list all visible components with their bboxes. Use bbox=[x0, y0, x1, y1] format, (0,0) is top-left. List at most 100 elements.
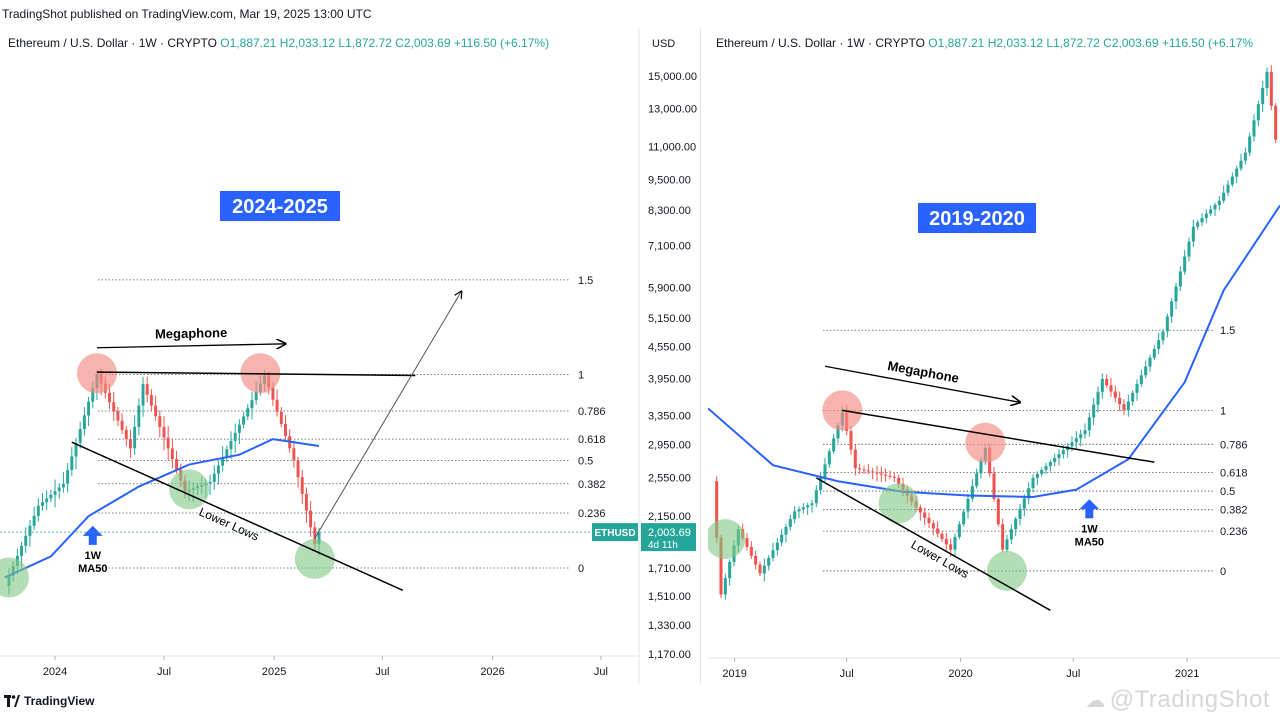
ohlc-header: Ethereum / U.S. Dollar · 1W · CRYPTO O1,… bbox=[716, 36, 1253, 50]
lower-lows-label: Lower Lows bbox=[197, 505, 261, 544]
lower-lows-label: Lower Lows bbox=[909, 537, 972, 581]
green-bottom-circle bbox=[0, 557, 29, 598]
candle-body bbox=[112, 402, 116, 412]
candle-body bbox=[897, 477, 901, 484]
symbol-tag: ETHUSD bbox=[594, 528, 635, 539]
chart-panel-2024-2025[interactable]: Ethereum / U.S. Dollar · 1W · CRYPTO O1,… bbox=[0, 28, 700, 684]
candle-body bbox=[966, 498, 970, 512]
y-tick-label: 3,350.00 bbox=[648, 411, 691, 423]
megaphone-arrow bbox=[96, 344, 286, 348]
close-value: C2,003.69 bbox=[1103, 36, 1159, 50]
candle-body bbox=[1161, 331, 1165, 341]
megaphone-label: Megaphone bbox=[155, 325, 228, 342]
candle-body bbox=[775, 542, 779, 551]
symbol-tag-bg bbox=[592, 523, 638, 542]
high-value: H2,033.12 bbox=[280, 36, 336, 50]
candle-body bbox=[170, 448, 174, 460]
candle-body bbox=[28, 525, 32, 536]
x-tick-label: 2019 bbox=[722, 668, 746, 680]
candle-body bbox=[175, 459, 179, 470]
projection-arrow bbox=[314, 291, 462, 539]
y-tick-label: 4,550.00 bbox=[648, 341, 691, 353]
candle-body bbox=[1217, 200, 1221, 205]
candle-body bbox=[810, 503, 814, 506]
green-bottom-circle bbox=[705, 519, 746, 560]
price-tag-bg bbox=[641, 523, 696, 552]
candle-body bbox=[250, 400, 254, 409]
candle-body bbox=[300, 477, 304, 494]
candle-body bbox=[1031, 477, 1035, 489]
candle-body bbox=[229, 441, 233, 450]
x-tick-label: Jul bbox=[1066, 668, 1080, 680]
candle-body bbox=[1126, 401, 1130, 411]
candle-body bbox=[1222, 192, 1226, 201]
candle-body bbox=[1018, 508, 1022, 519]
candle-body bbox=[1191, 226, 1195, 242]
lower-lows-trendline bbox=[815, 477, 1051, 611]
ohlc-header: Ethereum / U.S. Dollar · 1W · CRYPTO O1,… bbox=[8, 36, 549, 50]
chart-panel-2019-2020[interactable]: Ethereum / U.S. Dollar · 1W · CRYPTO O1,… bbox=[705, 28, 1280, 684]
red-top-circle bbox=[965, 422, 1006, 463]
candle-body bbox=[1087, 417, 1091, 431]
candle-body bbox=[1113, 391, 1117, 398]
candle-body bbox=[1183, 256, 1187, 272]
period-label-bg bbox=[918, 203, 1036, 233]
candle-body bbox=[237, 424, 241, 433]
candle-body bbox=[745, 538, 749, 547]
watermark: ☁ @TradingShot bbox=[1085, 686, 1270, 714]
close-value: C2,003.69 bbox=[395, 36, 451, 50]
green-bottom-circle bbox=[878, 483, 919, 524]
x-tick-label: 2024 bbox=[43, 666, 67, 678]
tradingview-logo[interactable]: TradingView bbox=[4, 694, 94, 708]
candle-body bbox=[1040, 469, 1044, 474]
candle-body bbox=[1213, 204, 1217, 210]
candle-body bbox=[936, 528, 940, 534]
candle-body bbox=[1044, 465, 1048, 470]
candle-body bbox=[1165, 316, 1169, 332]
candle-body bbox=[879, 473, 883, 475]
candle-body bbox=[801, 507, 805, 510]
candle-body bbox=[957, 524, 961, 537]
x-tick-label: Jul bbox=[157, 666, 171, 678]
y-tick-label: 2,950.00 bbox=[648, 439, 691, 451]
candle-body bbox=[762, 565, 766, 574]
fib-level-label: 1 bbox=[1220, 405, 1226, 417]
candle-body bbox=[74, 442, 78, 457]
fib-level-label: 0 bbox=[1220, 566, 1226, 578]
panel-divider[interactable] bbox=[700, 28, 709, 684]
candle-body bbox=[849, 431, 853, 450]
candle-body bbox=[221, 457, 225, 466]
candle-body bbox=[1122, 404, 1126, 411]
tradingview-logo-text: TradingView bbox=[24, 694, 95, 708]
candle-body bbox=[1209, 209, 1213, 214]
candle-body bbox=[715, 481, 719, 538]
candle-body bbox=[949, 544, 953, 550]
candle-body bbox=[819, 477, 823, 491]
candle-body bbox=[1035, 473, 1039, 478]
high-value: H2,033.12 bbox=[988, 36, 1044, 50]
candle-body bbox=[133, 426, 137, 449]
cloud-icon: ☁ bbox=[1085, 690, 1106, 712]
candle-body bbox=[32, 515, 36, 526]
red-top-circle bbox=[76, 353, 117, 394]
ma50-line bbox=[707, 204, 1280, 499]
period-label-bg bbox=[220, 191, 340, 221]
candle-body bbox=[944, 539, 948, 545]
chart-left-svg: Ethereum / U.S. Dollar · 1W · CRYPTO O1,… bbox=[0, 28, 697, 684]
tradingview-logo-icon bbox=[4, 695, 20, 707]
candle-body bbox=[309, 510, 313, 528]
candle-body bbox=[129, 439, 132, 449]
fib-level-label: 0.236 bbox=[1220, 526, 1248, 538]
lower-lows-trendline bbox=[71, 441, 404, 591]
candle-body bbox=[979, 460, 983, 474]
ma-label-timeframe: 1W bbox=[1081, 523, 1098, 535]
y-tick-label: 2,150.00 bbox=[648, 511, 691, 523]
candle-body bbox=[1174, 286, 1178, 302]
ma-label-name: MA50 bbox=[1075, 536, 1104, 548]
candle-body bbox=[1074, 438, 1078, 443]
candle-body bbox=[1196, 222, 1200, 227]
candle-body bbox=[888, 475, 892, 477]
currency-label: USD bbox=[652, 38, 675, 50]
candle-body bbox=[208, 481, 212, 484]
candle-body bbox=[1239, 160, 1243, 169]
